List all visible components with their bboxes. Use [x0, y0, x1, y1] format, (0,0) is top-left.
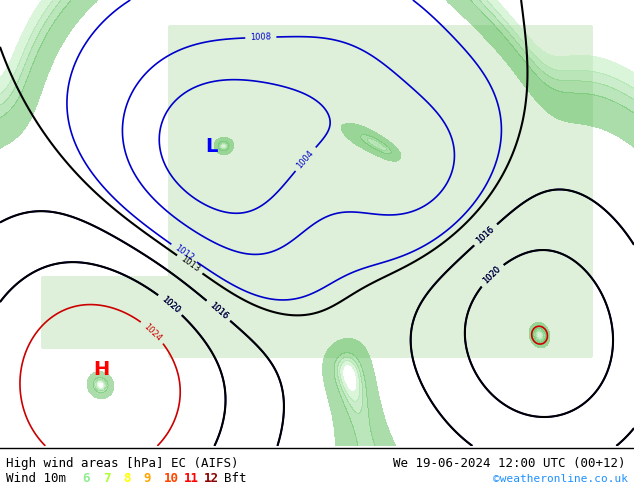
Text: 1016: 1016: [207, 300, 230, 321]
Text: 1016: 1016: [475, 224, 496, 245]
Text: Wind 10m: Wind 10m: [6, 472, 67, 486]
Text: 1020: 1020: [159, 294, 181, 315]
Text: 1016: 1016: [207, 300, 230, 321]
Text: 9: 9: [143, 472, 151, 486]
Text: 1020: 1020: [481, 265, 503, 286]
Text: ©weatheronline.co.uk: ©weatheronline.co.uk: [493, 474, 628, 484]
Text: 7: 7: [103, 472, 110, 486]
Text: 11: 11: [184, 472, 199, 486]
Text: High wind areas [hPa] EC (AIFS): High wind areas [hPa] EC (AIFS): [6, 457, 239, 470]
Text: 1024: 1024: [142, 321, 164, 343]
Text: 1020: 1020: [159, 294, 181, 315]
Text: L: L: [205, 137, 217, 156]
Text: 10: 10: [164, 472, 179, 486]
Text: 1016: 1016: [475, 224, 496, 245]
Text: 6: 6: [82, 472, 90, 486]
Text: 8: 8: [123, 472, 131, 486]
Text: We 19-06-2024 12:00 UTC (00+12): We 19-06-2024 12:00 UTC (00+12): [393, 457, 626, 470]
Text: 1013: 1013: [179, 255, 201, 274]
Text: 1008: 1008: [250, 33, 271, 42]
Text: 12: 12: [204, 472, 219, 486]
Text: H: H: [93, 360, 110, 379]
Text: Bft: Bft: [224, 472, 247, 486]
Text: 1012: 1012: [173, 244, 195, 263]
Text: 1004: 1004: [295, 148, 316, 170]
Text: 1020: 1020: [481, 265, 503, 286]
